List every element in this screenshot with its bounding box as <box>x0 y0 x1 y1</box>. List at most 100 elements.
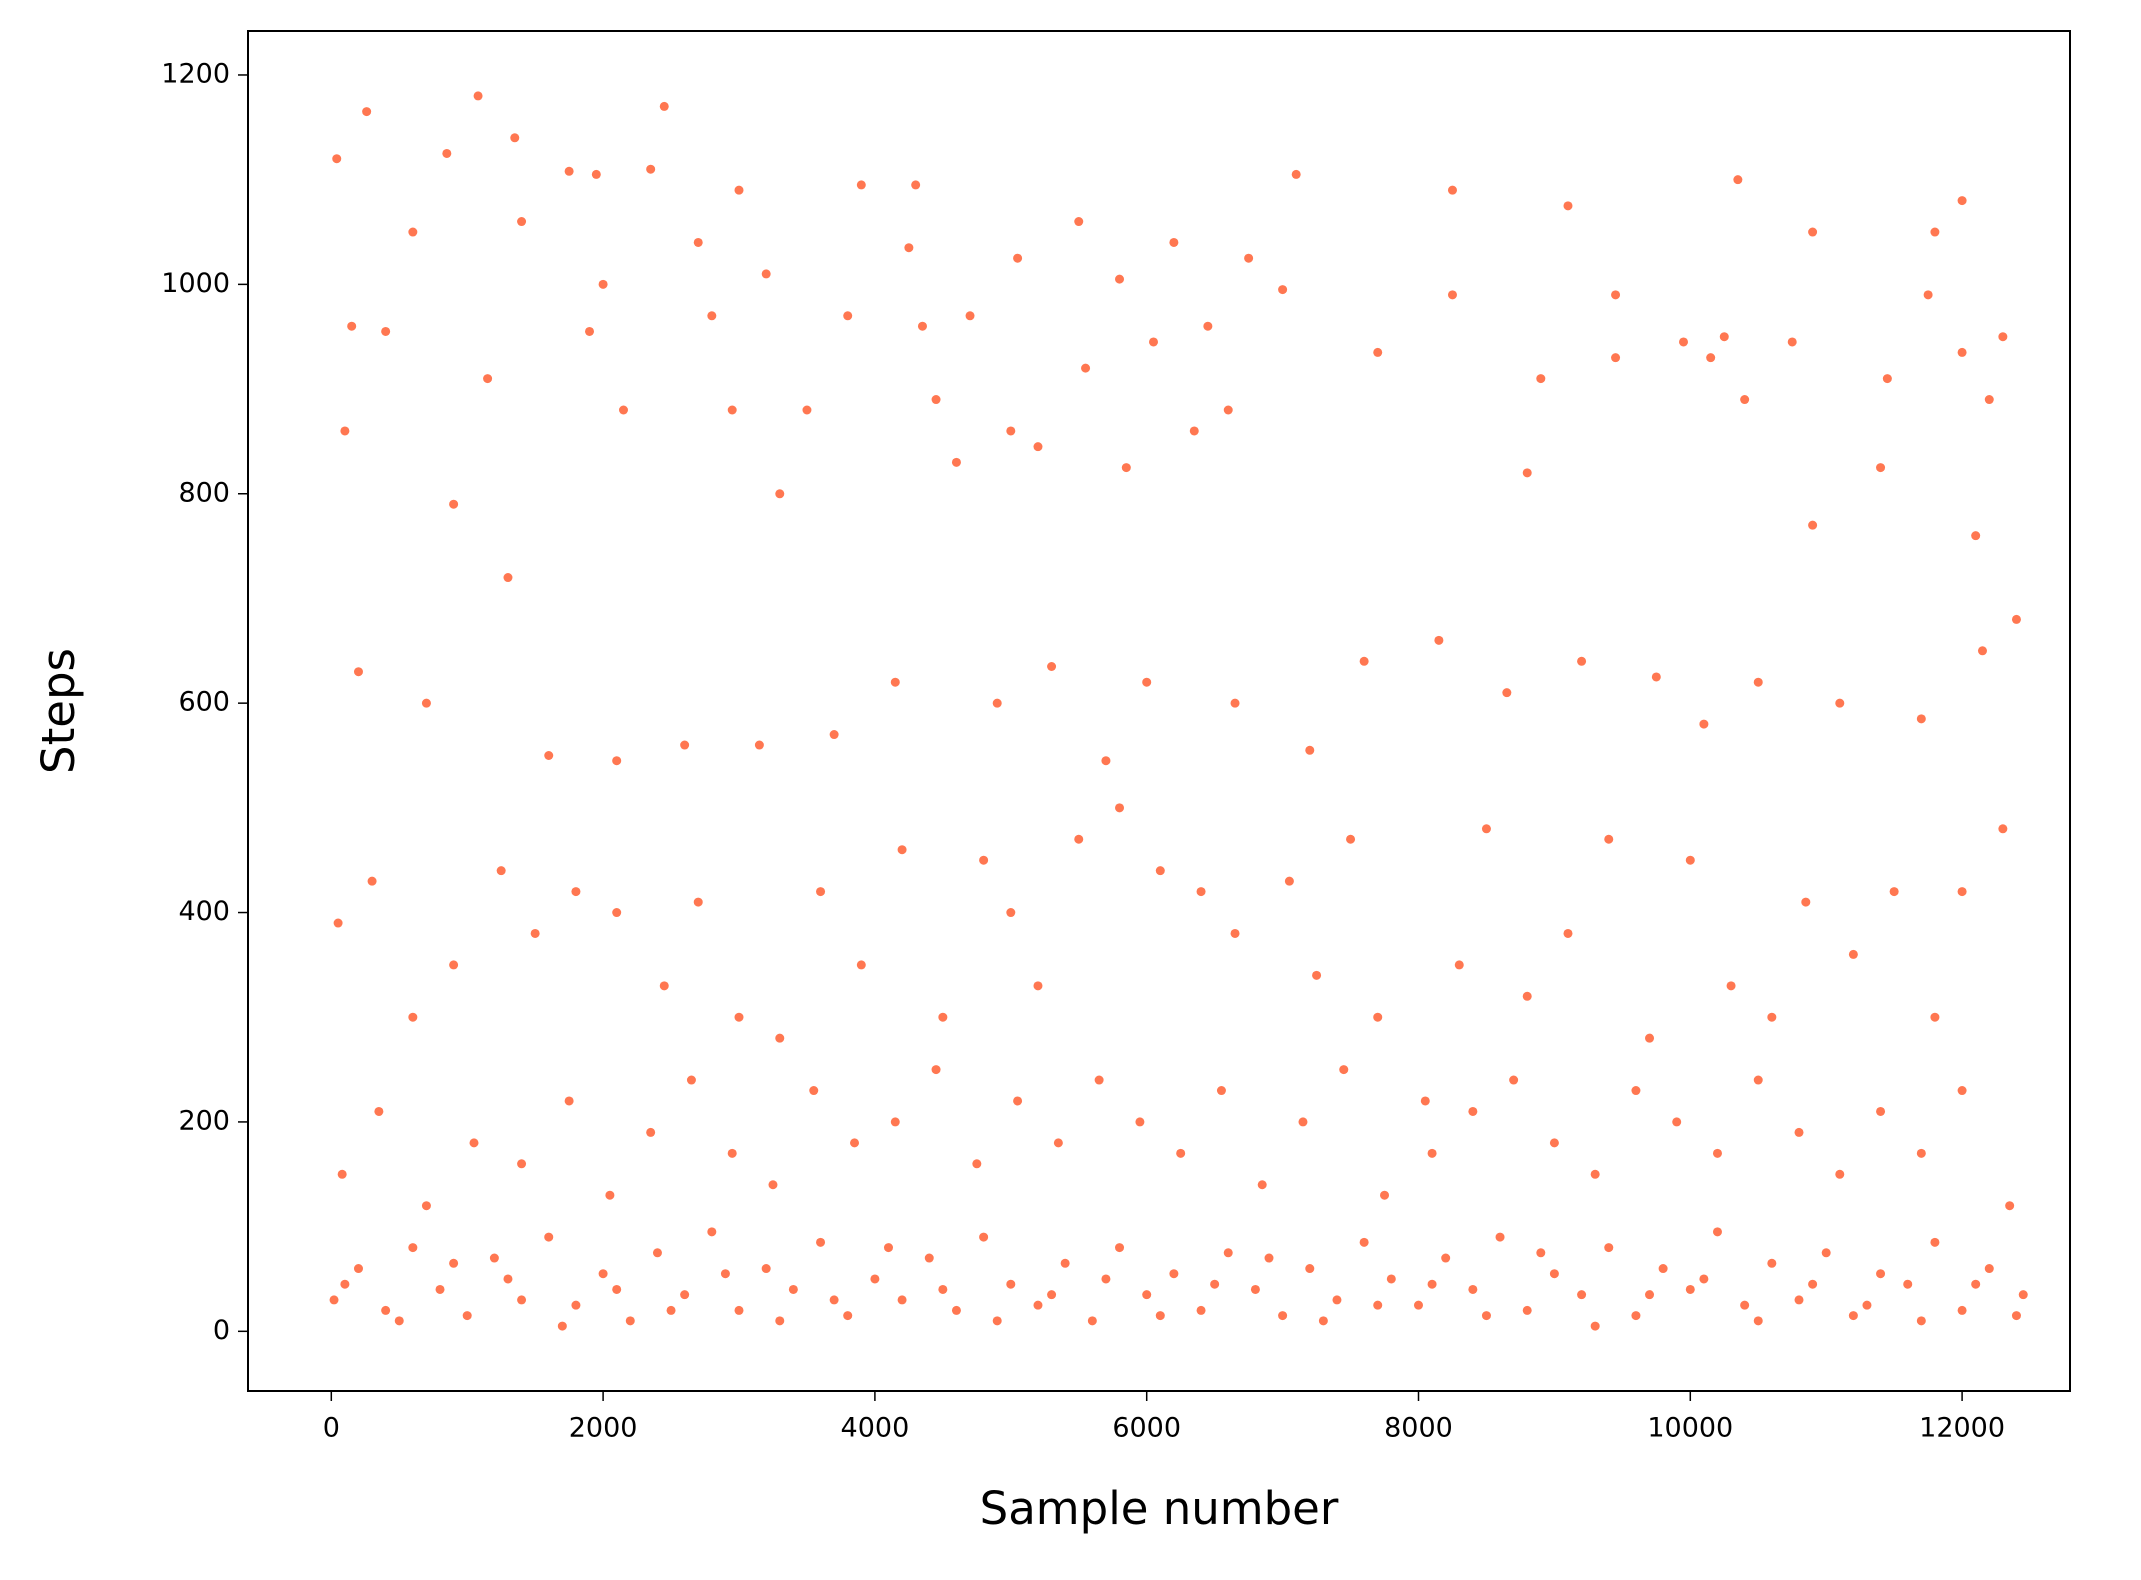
point <box>544 750 554 760</box>
point <box>1957 1305 1967 1315</box>
point <box>897 845 907 855</box>
point <box>1590 1321 1600 1331</box>
point <box>809 1086 819 1096</box>
point <box>890 677 900 687</box>
point <box>1312 970 1322 980</box>
point <box>646 1127 656 1137</box>
point <box>1577 656 1587 666</box>
point <box>1332 1295 1342 1305</box>
point <box>362 107 372 117</box>
point <box>1264 1253 1274 1263</box>
point <box>1753 677 1763 687</box>
point <box>1305 745 1315 755</box>
point <box>734 185 744 195</box>
point <box>1957 196 1967 206</box>
point <box>517 1295 527 1305</box>
point <box>1509 1075 1519 1085</box>
point <box>1794 1127 1804 1137</box>
point <box>503 573 513 583</box>
point <box>353 1264 363 1274</box>
point <box>503 1274 513 1284</box>
point <box>1794 1295 1804 1305</box>
point <box>802 405 812 415</box>
y-tick-label: 200 <box>178 1105 230 1136</box>
point <box>530 928 540 938</box>
point <box>727 1148 737 1158</box>
point <box>1087 1316 1097 1326</box>
x-tick-label: 0 <box>323 1413 340 1444</box>
point <box>931 1065 941 1075</box>
point <box>1495 1232 1505 1242</box>
point <box>727 405 737 415</box>
point <box>1346 834 1356 844</box>
point <box>1685 855 1695 865</box>
point <box>435 1284 445 1294</box>
point <box>1278 1311 1288 1321</box>
point <box>1420 1096 1430 1106</box>
point <box>2005 1201 2015 1211</box>
point <box>1101 756 1111 766</box>
point <box>843 1311 853 1321</box>
point <box>1210 1279 1220 1289</box>
point <box>1230 928 1240 938</box>
point <box>483 374 493 384</box>
point <box>686 1075 696 1085</box>
point <box>1801 897 1811 907</box>
point <box>897 1295 907 1305</box>
x-tick-label: 8000 <box>1384 1413 1453 1444</box>
point <box>768 1180 778 1190</box>
point <box>707 311 717 321</box>
point <box>517 217 527 227</box>
point <box>938 1284 948 1294</box>
point <box>374 1106 384 1116</box>
point <box>1998 824 2008 834</box>
point <box>1033 1300 1043 1310</box>
point <box>1481 1311 1491 1321</box>
point <box>1155 866 1165 876</box>
point <box>517 1159 527 1169</box>
point <box>496 866 506 876</box>
x-tick-label: 2000 <box>569 1413 638 1444</box>
point <box>1305 1264 1315 1274</box>
point <box>1115 1243 1125 1253</box>
point <box>381 326 391 336</box>
point <box>367 876 377 886</box>
point <box>775 1033 785 1043</box>
point <box>816 1237 826 1247</box>
point <box>911 180 921 190</box>
point <box>1651 672 1661 682</box>
point <box>1413 1300 1423 1310</box>
point <box>1468 1284 1478 1294</box>
point <box>1169 1269 1179 1279</box>
point <box>1808 520 1818 530</box>
point <box>557 1321 567 1331</box>
point <box>1447 290 1457 300</box>
point <box>883 1243 893 1253</box>
point <box>337 1169 347 1179</box>
point <box>1712 1148 1722 1158</box>
point <box>1889 887 1899 897</box>
point <box>2011 1311 2021 1321</box>
point <box>1454 960 1464 970</box>
point <box>1923 290 1933 300</box>
point <box>1787 337 1797 347</box>
point <box>612 1284 622 1294</box>
point <box>1380 1190 1390 1200</box>
point <box>1645 1290 1655 1300</box>
point <box>646 164 656 174</box>
point <box>1189 426 1199 436</box>
point <box>992 698 1002 708</box>
point <box>904 243 914 253</box>
point <box>2018 1290 2028 1300</box>
point <box>856 180 866 190</box>
point <box>1121 463 1131 473</box>
point <box>652 1248 662 1258</box>
point <box>951 457 961 467</box>
point <box>1767 1012 1777 1022</box>
point <box>332 154 342 164</box>
point <box>1848 1311 1858 1321</box>
point <box>571 1300 581 1310</box>
point <box>1604 1243 1614 1253</box>
point <box>850 1138 860 1148</box>
point <box>1577 1290 1587 1300</box>
